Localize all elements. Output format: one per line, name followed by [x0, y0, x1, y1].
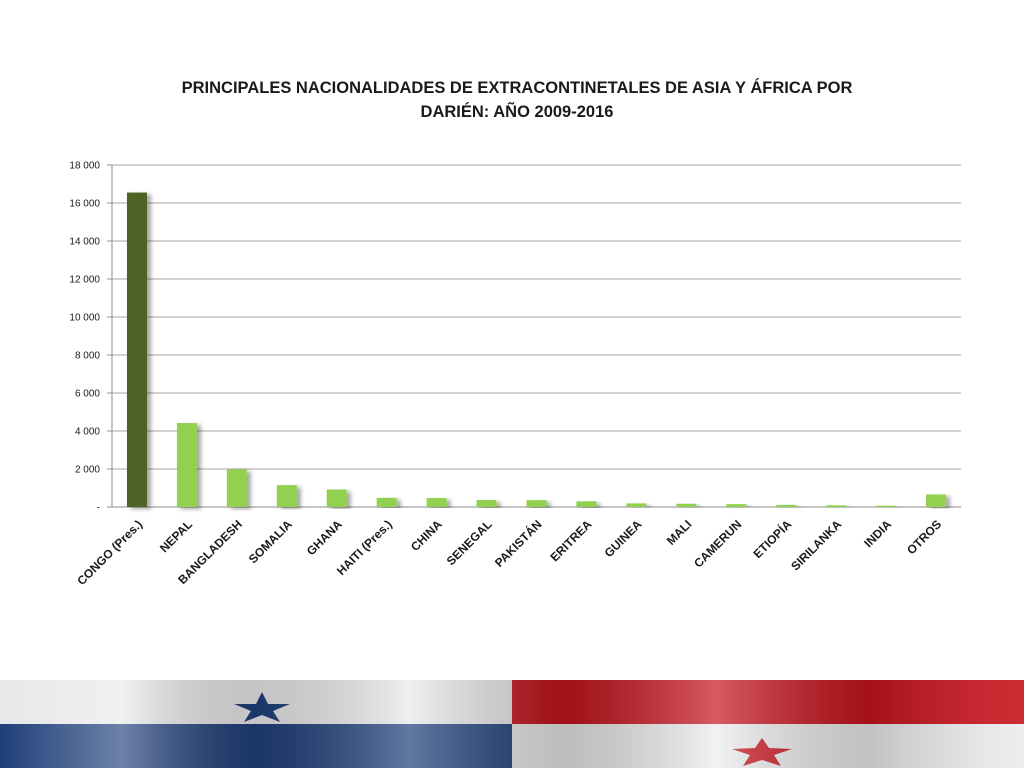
x-tick-label: PAKISTÁN [491, 517, 544, 570]
y-tick-label: 4 000 [75, 427, 100, 438]
bar [926, 494, 947, 507]
bar [726, 504, 747, 507]
bar [526, 500, 547, 507]
bar [126, 192, 147, 508]
bars [126, 192, 947, 508]
x-tick-label: INDIA [861, 517, 894, 550]
x-tick-label: NEPAL [157, 517, 195, 555]
x-tick-label: ERITREA [547, 517, 594, 564]
bar [276, 485, 297, 507]
y-tick-label: 12 000 [69, 275, 100, 286]
y-tick-label: 14 000 [69, 237, 100, 248]
x-tick-label: SIRILANKA [788, 517, 844, 573]
y-tick-label: 16 000 [69, 199, 100, 210]
x-tick-label: MALI [664, 517, 695, 548]
y-axis-tick-labels: - 2 000 4 000 6 000 8 000 10 000 12 000 14 000 1… [69, 161, 100, 514]
bar [576, 501, 597, 507]
bar-chart: - 2 000 4 000 6 000 8 000 10 000 12 000 14 000 1… [69, 161, 961, 588]
bar [876, 505, 897, 507]
x-tick-label: SENEGAL [444, 517, 495, 568]
bar [626, 503, 647, 507]
x-tick-label: GHANA [304, 517, 345, 558]
bar [676, 503, 697, 507]
y-tick-label: 8 000 [75, 351, 100, 362]
x-tick-label: GUINEA [602, 517, 645, 560]
x-tick-label: OTROS [904, 517, 944, 557]
y-tick-label: 2 000 [75, 465, 100, 476]
x-tick-label: CHINA [408, 517, 445, 554]
bar [776, 504, 797, 507]
panama-flag-banner [0, 680, 1024, 768]
x-tick-label: SOMALIA [246, 517, 295, 566]
chart-title: PRINCIPALES NACIONALIDADES DE EXTRACONTI… [112, 76, 922, 124]
chart-title-line-1: PRINCIPALES NACIONALIDADES DE EXTRACONTI… [181, 79, 853, 97]
gridlines [107, 164, 961, 508]
y-tick-label: 18 000 [69, 161, 100, 172]
x-tick-label: CAMERUN [691, 517, 744, 570]
bar [176, 423, 197, 507]
chart-title-line-2: DARIÉN: AÑO 2009-2016 [420, 103, 614, 121]
bar [376, 497, 397, 507]
bar [326, 489, 347, 507]
x-tick-label: CONGO (Pres.) [74, 517, 145, 588]
y-tick-label: - [97, 503, 100, 514]
y-tick-label: 6 000 [75, 389, 100, 400]
bar [826, 505, 847, 507]
y-tick-label: 10 000 [69, 313, 100, 324]
bar [476, 499, 497, 507]
bar [426, 498, 447, 507]
bar [226, 469, 247, 507]
x-tick-label: ETIOPÍA [750, 516, 795, 561]
